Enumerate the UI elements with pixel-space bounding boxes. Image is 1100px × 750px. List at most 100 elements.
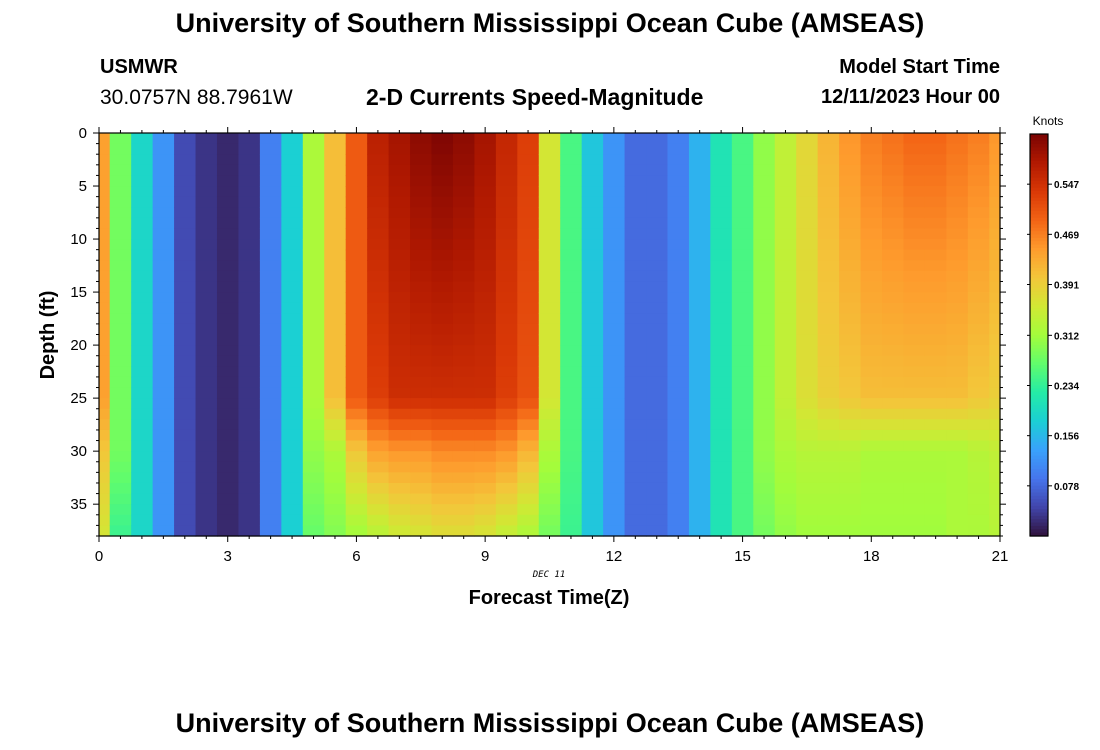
- heatmap-cell: [431, 217, 454, 230]
- heatmap-cell: [688, 514, 711, 526]
- heatmap-cell: [495, 408, 518, 420]
- heatmap-cell: [817, 281, 840, 293]
- heatmap-cell: [989, 376, 1001, 389]
- heatmap-cell: [581, 419, 604, 431]
- heatmap-cell: [131, 186, 154, 198]
- heatmap-cell: [452, 281, 476, 293]
- heatmap-cell: [646, 154, 669, 166]
- heatmap-cell: [817, 175, 840, 187]
- heatmap-cell: [109, 387, 132, 399]
- heatmap-cell: [646, 493, 669, 505]
- x-tick-label: 9: [481, 548, 489, 565]
- heatmap-cell: [345, 313, 368, 325]
- heatmap-cell: [753, 313, 776, 325]
- heatmap-cell: [753, 270, 776, 283]
- heatmap-cell: [646, 196, 669, 208]
- heatmap-cell: [624, 260, 647, 272]
- heatmap-cell: [131, 429, 154, 442]
- heatmap-cell: [753, 514, 776, 526]
- colorbar-segment: [1030, 314, 1048, 319]
- heatmap-cell: [367, 154, 390, 166]
- heatmap-cell: [538, 472, 561, 484]
- heatmap-cell: [367, 345, 390, 357]
- heatmap-cell: [924, 345, 947, 357]
- heatmap-cell: [903, 239, 926, 251]
- heatmap-cell: [452, 302, 476, 314]
- heatmap-cell: [195, 440, 218, 452]
- heatmap-cell: [216, 154, 240, 166]
- heatmap-cell: [624, 451, 647, 463]
- heatmap-cell: [367, 196, 390, 208]
- heatmap-cell: [560, 429, 583, 442]
- heatmap-cell: [731, 186, 754, 198]
- heatmap-cell: [710, 143, 733, 155]
- heatmap-cell: [410, 514, 433, 526]
- heatmap-cell: [946, 355, 969, 367]
- heatmap-cell: [367, 451, 390, 463]
- heatmap-cell: [109, 525, 132, 537]
- heatmap-cell: [603, 419, 626, 431]
- heatmap-cell: [538, 239, 561, 251]
- heatmap-cell: [774, 345, 797, 357]
- heatmap-cell: [731, 260, 754, 272]
- heatmap-cell: [560, 143, 583, 155]
- heatmap-cell: [860, 133, 883, 145]
- heatmap-cell: [324, 451, 347, 463]
- heatmap-cell: [967, 387, 990, 399]
- heatmap-cell: [410, 323, 433, 336]
- heatmap-cell: [99, 260, 111, 272]
- heatmap-cell: [796, 313, 819, 325]
- heatmap-cell: [860, 387, 883, 399]
- heatmap-cell: [538, 249, 561, 261]
- heatmap-cell: [924, 408, 947, 420]
- heatmap-cell: [174, 270, 197, 283]
- heatmap-cell: [410, 366, 433, 378]
- heatmap-cell: [774, 175, 797, 187]
- colorbar-segment: [1030, 308, 1048, 313]
- heatmap-cell: [667, 419, 690, 431]
- heatmap-cell: [882, 154, 905, 166]
- heatmap-cell: [603, 504, 626, 516]
- heatmap-cell: [624, 504, 647, 516]
- heatmap-cell: [367, 366, 390, 378]
- heatmap-cell: [774, 334, 797, 346]
- heatmap-cell: [388, 239, 411, 251]
- heatmap-cell: [796, 175, 819, 187]
- heatmap-cell: [99, 493, 111, 505]
- heatmap-cell: [860, 514, 883, 526]
- colorbar-segment: [1030, 177, 1048, 182]
- heatmap-cell: [624, 207, 647, 219]
- heatmap-cell: [517, 133, 540, 145]
- heatmap-cell: [839, 302, 862, 314]
- heatmap-cell: [99, 429, 111, 442]
- colorbar-segment: [1030, 509, 1048, 514]
- heatmap-cell: [410, 207, 433, 219]
- heatmap-cell: [474, 461, 497, 473]
- heatmap-cell: [324, 143, 347, 155]
- heatmap-cell: [367, 429, 390, 442]
- heatmap-cell: [431, 440, 454, 452]
- heatmap-cell: [538, 186, 561, 198]
- heatmap-cell: [603, 461, 626, 473]
- heatmap-cell: [109, 451, 132, 463]
- heatmap-cell: [796, 217, 819, 230]
- heatmap-cell: [238, 186, 261, 198]
- heatmap-cell: [259, 398, 282, 410]
- heatmap-cell: [131, 366, 154, 378]
- heatmap-cell: [989, 525, 1001, 537]
- heatmap-cell: [152, 260, 175, 272]
- heatmap-cell: [216, 249, 240, 261]
- heatmap-cell: [646, 186, 669, 198]
- heatmap-cell: [302, 514, 325, 526]
- heatmap-cell: [796, 429, 819, 442]
- heatmap-cell: [946, 207, 969, 219]
- heatmap-cell: [603, 482, 626, 495]
- heatmap-cell: [517, 504, 540, 516]
- heatmap-cell: [345, 186, 368, 198]
- heatmap-cell: [195, 472, 218, 484]
- heatmap-cell: [882, 292, 905, 304]
- heatmap-cell: [753, 429, 776, 442]
- heatmap-cell: [774, 217, 797, 230]
- colorbar-segment: [1030, 157, 1048, 162]
- heatmap-cell: [860, 525, 883, 537]
